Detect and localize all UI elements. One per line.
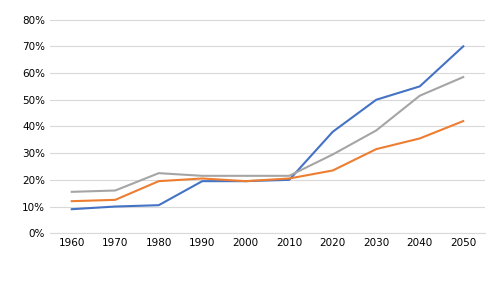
ČR (374, 147, 380, 151)
Německo (417, 94, 423, 97)
Line: Japonsko: Japonsko (72, 46, 464, 209)
Japonsko (69, 208, 75, 211)
ČR (286, 177, 292, 180)
Line: ČR: ČR (72, 121, 464, 201)
Japonsko (286, 178, 292, 181)
ČR (243, 179, 249, 183)
Japonsko (243, 179, 249, 183)
Japonsko (200, 179, 205, 183)
Japonsko (330, 130, 336, 134)
ČR (69, 199, 75, 203)
Japonsko (156, 203, 162, 207)
Japonsko (417, 85, 423, 88)
Japonsko (112, 205, 118, 208)
Německo (156, 171, 162, 175)
Německo (69, 190, 75, 194)
ČR (156, 179, 162, 183)
Německo (112, 189, 118, 192)
ČR (460, 119, 466, 123)
Německo (374, 129, 380, 132)
ČR (200, 177, 205, 180)
Japonsko (374, 98, 380, 102)
Japonsko (460, 45, 466, 48)
ČR (330, 169, 336, 172)
Německo (243, 174, 249, 178)
Německo (330, 153, 336, 156)
Německo (286, 174, 292, 178)
Německo (200, 174, 205, 178)
ČR (112, 198, 118, 202)
Německo (460, 75, 466, 79)
Line: Německo: Německo (72, 77, 464, 192)
ČR (417, 137, 423, 140)
